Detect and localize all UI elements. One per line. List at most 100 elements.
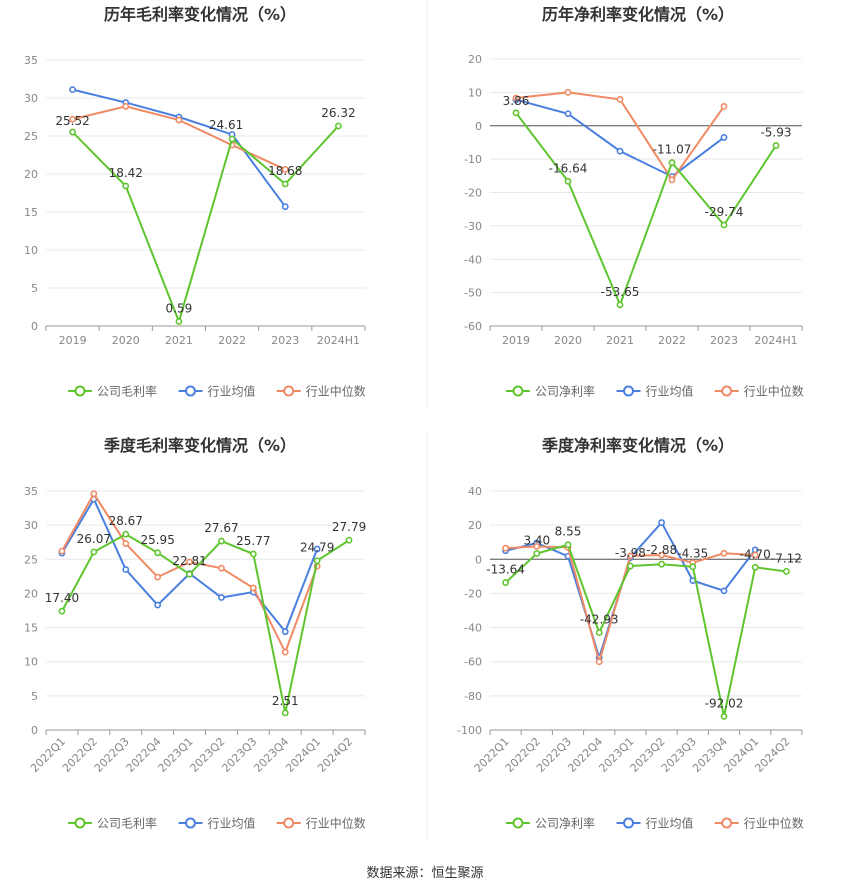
data-label: 17.40 [45,591,79,605]
legend-label: 行业中位数 [744,384,804,399]
data-point-median [502,544,509,552]
data-point-company [313,557,321,565]
data-point-company [533,550,541,557]
legend-label: 行业均值 [646,384,694,399]
data-point-company [502,579,509,586]
series-line-company [504,543,787,717]
y-tick-label: -40 [464,622,482,635]
legend-item-median: 行业中位数 [714,816,804,831]
y-tick-label: -10 [464,153,482,166]
legend-label: 公司净利率 [535,816,595,831]
series-line-company [71,125,340,325]
x-tick-label: 2024H1 [317,334,360,347]
y-tick-label: 10 [24,244,38,257]
series-line-avg [72,88,287,208]
data-label: -29.74 [705,205,744,219]
data-point-median [564,88,572,96]
y-tick-label: 20 [24,168,38,181]
data-point-avg [281,628,289,636]
legend-item-median: 行业中位数 [714,384,804,399]
data-point-avg [658,519,665,526]
y-tick-label: 35 [24,485,38,498]
data-point-company [175,318,183,325]
legend-marker [512,385,524,397]
data-point-company [58,607,66,615]
legend-item-company: 公司毛利率 [68,384,157,399]
data-point-company [154,549,162,557]
data-point-company [122,182,130,190]
data-point-median [90,490,98,498]
legend-marker [283,817,295,829]
chart-title: 季度毛利率变化情况（%） [103,436,296,455]
data-point-median [249,584,257,592]
chart-quarterly-gross: 季度毛利率变化情况（%）051015202530352022Q12022Q220… [24,436,366,831]
data-point-company [720,712,728,720]
data-point-avg [218,594,225,601]
series-line-avg [515,98,725,178]
legend-marker [185,385,196,397]
y-tick-label: 20 [468,53,482,66]
y-tick-label: 10 [24,656,38,669]
y-tick-label: -20 [464,587,482,600]
data-point-company [90,548,98,556]
data-label: -5.93 [760,126,791,140]
y-tick-label: 35 [24,54,38,67]
y-tick-label: 20 [468,519,482,532]
data-point-median [668,176,676,184]
data-point-median [218,564,225,572]
data-label: 27.79 [332,520,366,534]
legend-marker [74,817,86,829]
y-tick-label: 40 [468,485,482,498]
data-label: -53.65 [601,285,640,299]
data-point-avg [281,203,289,211]
y-tick-label: 10 [468,86,482,99]
legend-marker [512,817,524,829]
data-point-median [720,549,728,557]
y-tick-label: 15 [24,206,38,219]
legend-item-avg: 行业均值 [178,384,256,399]
data-point-median [281,166,289,173]
x-tick-label: 2021 [165,334,193,347]
data-point-avg [313,545,321,553]
x-tick-label: 2023 [271,334,299,347]
legend-item-company: 公司净利率 [506,384,595,399]
data-point-company [658,560,665,568]
data-label: -16.64 [549,161,588,175]
data-point-median [69,115,76,123]
data-point-company [772,142,780,149]
y-tick-label: -80 [464,690,482,703]
legend-label: 行业均值 [646,816,694,831]
x-tick-label: 2022 [658,334,686,347]
data-label: 2.51 [272,694,299,708]
series-line-median [515,91,725,182]
data-label: -13.64 [486,563,525,577]
data-label: -3.98 [615,546,646,560]
data-label: 26.07 [77,532,111,546]
data-label: -2.88 [646,543,677,557]
legend-item-avg: 行业均值 [178,816,256,831]
data-label: 18.68 [268,164,302,178]
data-point-company [627,562,634,570]
y-tick-label: 25 [24,553,38,566]
x-tick-label: 2022 [218,334,246,347]
y-tick-label: -60 [464,656,482,669]
legend-item-median: 行业中位数 [276,384,366,399]
x-tick-label: 2024Q2 [752,735,792,775]
x-tick-label: 2019 [502,334,530,347]
legend-item-avg: 行业均值 [616,384,694,399]
data-label: 24.61 [209,118,243,132]
data-label: 3.86 [503,94,530,108]
data-point-median [595,658,603,666]
data-point-median [281,648,289,656]
data-label: 8.55 [555,525,582,539]
y-tick-label: 30 [24,519,38,532]
data-point-avg [122,566,130,573]
data-point-company [249,550,257,558]
data-point-avg [720,587,728,595]
data-point-median [658,551,665,559]
data-label: 22.81 [172,554,206,568]
y-tick-label: -60 [464,320,482,333]
data-point-company [281,180,289,188]
legend-marker [185,817,196,829]
